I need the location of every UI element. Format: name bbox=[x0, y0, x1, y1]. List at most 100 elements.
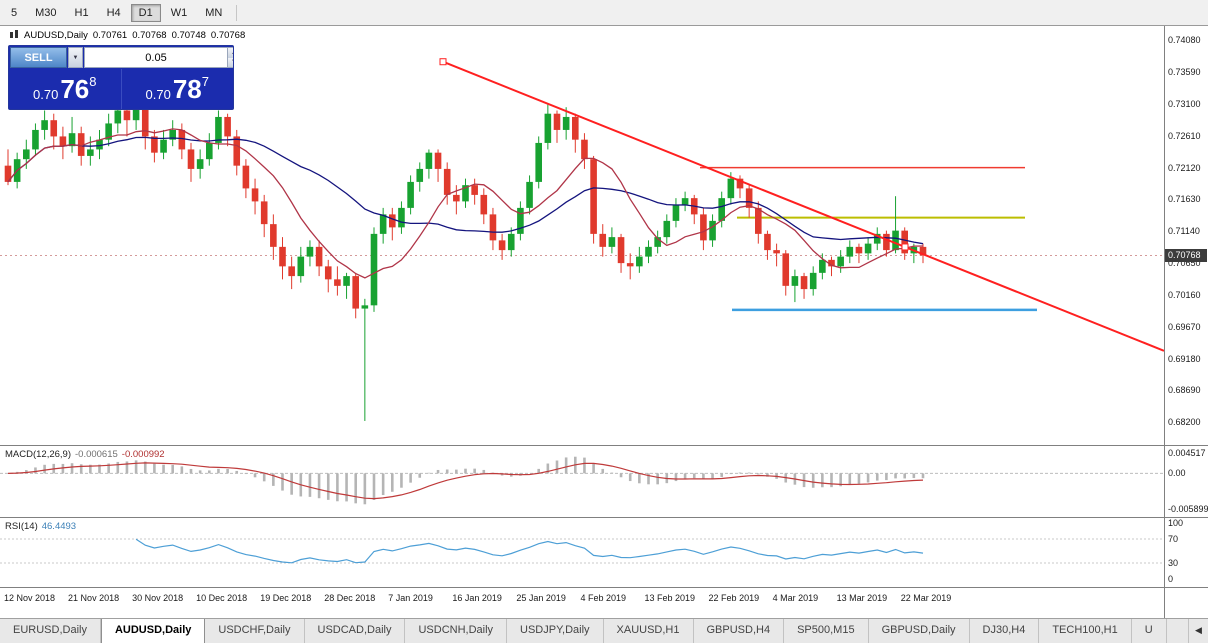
candle bbox=[141, 107, 149, 137]
candle bbox=[242, 165, 250, 189]
time-axis-label: 16 Jan 2019 bbox=[452, 593, 502, 603]
chart-header: AUDUSD,Daily 0.70761 0.70768 0.70748 0.7… bbox=[9, 30, 245, 41]
timeframe-button-5[interactable]: 5 bbox=[3, 4, 25, 22]
chart-tab-sp500-m15[interactable]: SP500,M15 bbox=[784, 619, 869, 643]
chart-tab-tech100-h1[interactable]: TECH100,H1 bbox=[1039, 619, 1132, 643]
time-axis-label: 4 Feb 2019 bbox=[580, 593, 626, 603]
chart-tab-usdjpy-daily[interactable]: USDJPY,Daily bbox=[507, 619, 604, 643]
time-axis-row: 12 Nov 2018 21 Nov 2018 30 Nov 2018 10 Dec … bbox=[0, 587, 1208, 618]
candle bbox=[663, 220, 671, 238]
sell-price-display[interactable]: 0.70 76 8 bbox=[9, 69, 122, 109]
sell-button[interactable]: SELL bbox=[10, 47, 67, 68]
candle bbox=[892, 230, 899, 251]
volume-down-button[interactable]: ▼ bbox=[228, 57, 233, 67]
chart-tab-xauusd-h1[interactable]: XAUUSD,H1 bbox=[604, 619, 694, 643]
candle bbox=[343, 276, 350, 286]
volume-box: ▲ ▼ bbox=[84, 47, 233, 68]
volume-input[interactable] bbox=[85, 48, 227, 67]
chart-tab-audusd-daily[interactable]: AUDUSD,Daily bbox=[100, 619, 206, 643]
buy-price-base: 0.70 bbox=[145, 87, 171, 102]
price-axis-label: 0.72610 bbox=[1168, 130, 1201, 141]
buy-price-point: 7 bbox=[201, 74, 209, 89]
candle bbox=[471, 185, 478, 195]
chart-tab-usdcad-daily[interactable]: USDCAD,Daily bbox=[305, 619, 406, 643]
price-axis-label: 0.69670 bbox=[1168, 321, 1201, 332]
trendline-anchor[interactable] bbox=[901, 243, 909, 251]
sell-price-point: 8 bbox=[89, 74, 97, 89]
time-axis-label: 30 Nov 2018 bbox=[132, 593, 184, 603]
candle bbox=[416, 168, 424, 182]
candle bbox=[507, 233, 515, 251]
sell-price-base: 0.70 bbox=[33, 87, 59, 102]
candle bbox=[636, 256, 643, 267]
candle bbox=[23, 149, 30, 160]
time-axis-label: 13 Mar 2019 bbox=[836, 593, 888, 603]
candle bbox=[864, 243, 872, 254]
candle bbox=[407, 181, 414, 208]
price-axis-label: 0.73590 bbox=[1168, 67, 1201, 78]
candle bbox=[709, 220, 716, 241]
timeframe-button-m30[interactable]: M30 bbox=[27, 4, 64, 22]
candle bbox=[791, 276, 799, 286]
chart-tab-dj30-h4[interactable]: DJ30,H4 bbox=[970, 619, 1040, 643]
candle bbox=[279, 246, 286, 267]
tab-scroll-left-button[interactable]: ◀ bbox=[1188, 619, 1208, 643]
timeframe-button-h1[interactable]: H1 bbox=[67, 4, 97, 22]
order-options-dropdown[interactable]: ▼ bbox=[68, 47, 83, 68]
candle bbox=[645, 246, 652, 257]
volume-up-button[interactable]: ▲ bbox=[228, 48, 233, 58]
candle bbox=[270, 224, 277, 247]
buy-price-pips: 78 bbox=[172, 74, 202, 104]
price-chart[interactable] bbox=[0, 26, 1164, 445]
price-axis-label: 0.70160 bbox=[1168, 289, 1201, 300]
candle bbox=[87, 149, 94, 156]
candle bbox=[901, 230, 908, 254]
time-axis-label: 21 Nov 2018 bbox=[68, 593, 120, 603]
time-axis-label: 25 Jan 2019 bbox=[516, 593, 566, 603]
candle bbox=[306, 246, 314, 257]
macd-label: MACD(12,26,9) -0.000615 -0.000992 bbox=[5, 449, 165, 460]
time-axis-label: 7 Jan 2019 bbox=[388, 593, 433, 603]
candle bbox=[160, 139, 167, 153]
timeframe-button-h4[interactable]: H4 bbox=[99, 4, 129, 22]
buy-price-display[interactable]: 0.70 78 7 bbox=[122, 69, 234, 109]
candle bbox=[334, 279, 341, 286]
rsi-axis-label: 70 bbox=[1168, 534, 1179, 544]
candle bbox=[59, 136, 67, 147]
rsi-chart[interactable] bbox=[0, 518, 1164, 587]
timeframe-buttons: 5 M30 H1 H4 D1 W1 MN bbox=[2, 3, 231, 22]
candle bbox=[599, 233, 607, 247]
candle bbox=[398, 207, 405, 228]
macd-chart[interactable] bbox=[0, 446, 1164, 517]
candle bbox=[462, 185, 469, 202]
chart-tab-gbpusd-daily[interactable]: GBPUSD,Daily bbox=[869, 619, 970, 643]
rsi-label: RSI(14) 46.4493 bbox=[5, 521, 76, 532]
timeframe-button-w1[interactable]: W1 bbox=[163, 4, 196, 22]
chart-tab-usdcnh-daily[interactable]: USDCNH,Daily bbox=[405, 619, 508, 643]
candle bbox=[187, 149, 195, 169]
chart-tab-usdchf-daily[interactable]: USDCHF,Daily bbox=[205, 619, 305, 643]
time-axis-label: 22 Mar 2019 bbox=[900, 593, 952, 603]
trendline-anchor[interactable] bbox=[439, 58, 447, 66]
chart-tab-gbpusd-h4[interactable]: GBPUSD,H4 bbox=[694, 619, 785, 643]
timeframe-button-mn[interactable]: MN bbox=[197, 4, 230, 22]
candle bbox=[764, 233, 771, 251]
candle bbox=[77, 133, 85, 156]
candle bbox=[132, 107, 140, 121]
chart-tab-u[interactable]: U bbox=[1132, 619, 1167, 643]
candle bbox=[489, 214, 497, 241]
candle bbox=[700, 214, 707, 241]
macd-axis-label: 0.00 bbox=[1168, 468, 1186, 479]
timeframe-button-d1[interactable]: D1 bbox=[130, 3, 161, 22]
chart-tab-eurusd-daily[interactable]: EURUSD,Daily bbox=[0, 619, 101, 643]
candle bbox=[626, 263, 634, 267]
candle bbox=[553, 113, 561, 130]
price-axis-label: 0.69180 bbox=[1168, 353, 1201, 364]
candle bbox=[425, 152, 433, 169]
rsi-axis: 100 70 30 0 bbox=[1165, 518, 1208, 587]
candle bbox=[297, 256, 305, 277]
candle bbox=[919, 246, 927, 256]
macd-panel: MACD(12,26,9) -0.000615 -0.000992 0.004517… bbox=[0, 445, 1208, 517]
time-axis-label: 19 Dec 2018 bbox=[260, 593, 312, 603]
